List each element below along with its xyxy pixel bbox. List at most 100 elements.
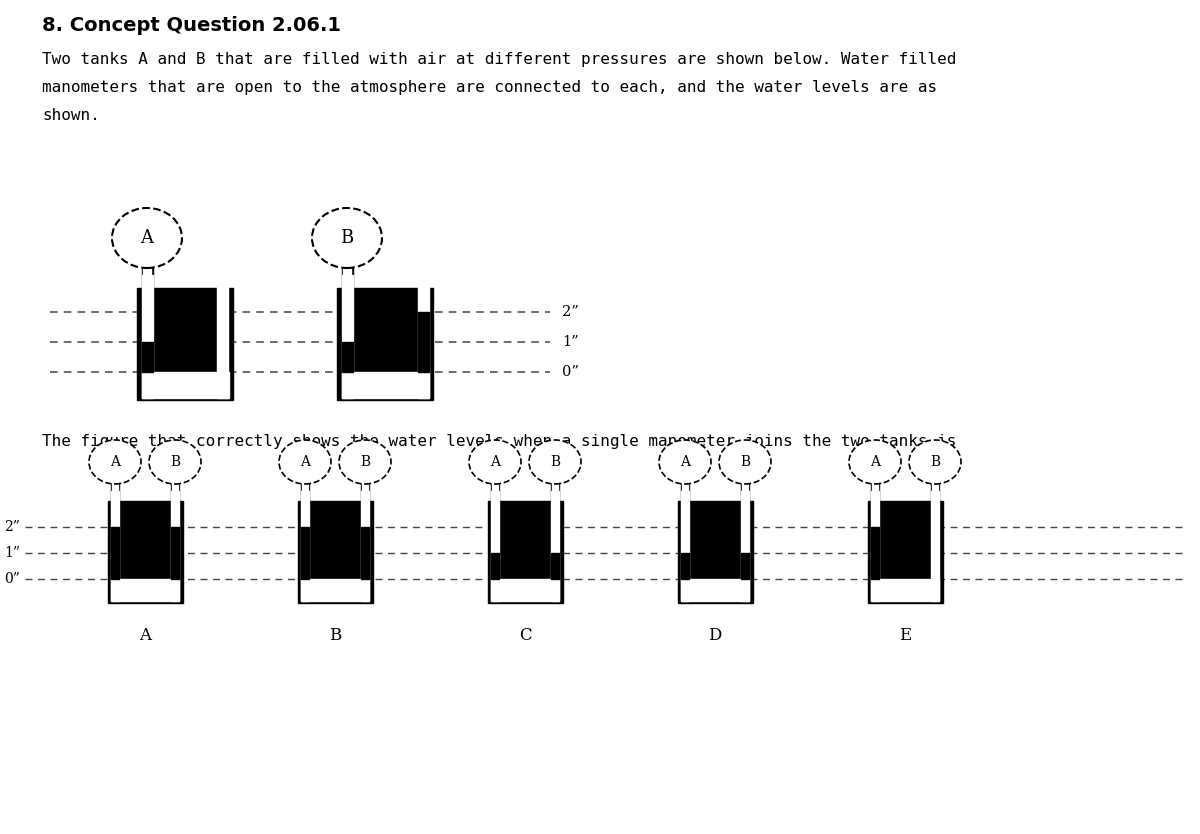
- Bar: [343, 263, 350, 288]
- Bar: [302, 481, 307, 501]
- Text: 2”: 2”: [4, 520, 20, 534]
- Bar: [142, 275, 152, 398]
- Bar: [142, 266, 152, 288]
- Bar: [342, 372, 428, 398]
- Text: 8. Concept Question 2.06.1: 8. Concept Question 2.06.1: [42, 16, 341, 35]
- Bar: [143, 263, 151, 288]
- Bar: [871, 579, 940, 601]
- Text: 1”: 1”: [4, 546, 20, 560]
- Text: A: A: [110, 455, 120, 469]
- Text: manometers that are open to the atmosphere are connected to each, and the water : manometers that are open to the atmosphe…: [42, 80, 937, 95]
- Bar: [871, 527, 880, 579]
- Bar: [743, 481, 748, 501]
- Bar: [551, 484, 559, 501]
- Text: B: B: [360, 455, 370, 469]
- Ellipse shape: [850, 440, 901, 484]
- Bar: [491, 484, 499, 501]
- Bar: [142, 342, 152, 372]
- Ellipse shape: [112, 208, 182, 268]
- Text: A: A: [490, 455, 500, 469]
- Text: B: B: [930, 455, 940, 469]
- Bar: [932, 481, 937, 501]
- Bar: [217, 275, 228, 398]
- Bar: [683, 481, 688, 501]
- Bar: [301, 484, 310, 501]
- Bar: [110, 527, 119, 579]
- Ellipse shape: [89, 440, 142, 484]
- Text: 0”: 0”: [562, 365, 578, 379]
- Bar: [551, 553, 559, 579]
- Bar: [491, 491, 499, 601]
- Bar: [298, 501, 372, 603]
- Ellipse shape: [312, 208, 382, 268]
- Bar: [113, 481, 118, 501]
- Bar: [361, 491, 370, 601]
- Text: A: A: [870, 455, 880, 469]
- Bar: [172, 484, 179, 501]
- Bar: [491, 579, 559, 601]
- Text: B: B: [341, 229, 354, 247]
- Bar: [418, 275, 428, 398]
- Bar: [551, 491, 559, 601]
- Ellipse shape: [149, 440, 202, 484]
- Bar: [361, 527, 370, 579]
- Bar: [682, 484, 689, 501]
- Text: C: C: [518, 627, 532, 644]
- Text: B: B: [329, 627, 341, 644]
- Bar: [173, 481, 178, 501]
- Text: B: B: [170, 455, 180, 469]
- Bar: [418, 312, 428, 372]
- Bar: [871, 484, 880, 501]
- Ellipse shape: [529, 440, 581, 484]
- Bar: [342, 342, 353, 372]
- Ellipse shape: [719, 440, 772, 484]
- Text: 2”: 2”: [562, 305, 578, 319]
- Bar: [342, 266, 353, 288]
- Bar: [301, 527, 310, 579]
- Bar: [108, 501, 182, 603]
- Bar: [552, 481, 558, 501]
- Bar: [872, 481, 877, 501]
- Text: A: A: [680, 455, 690, 469]
- Text: A: A: [139, 627, 151, 644]
- Bar: [931, 484, 940, 501]
- Ellipse shape: [659, 440, 710, 484]
- Bar: [170, 491, 179, 601]
- Ellipse shape: [469, 440, 521, 484]
- Text: The figure that correctly shows the water levels when a single manometer joins t: The figure that correctly shows the wate…: [42, 434, 956, 449]
- Bar: [931, 491, 940, 601]
- Text: 1”: 1”: [562, 335, 578, 349]
- Text: E: E: [899, 627, 911, 644]
- Bar: [680, 553, 689, 579]
- Text: Two tanks A and B that are filled with air at different pressures are shown belo: Two tanks A and B that are filled with a…: [42, 52, 956, 67]
- Bar: [110, 491, 119, 601]
- Bar: [337, 288, 433, 400]
- Text: A: A: [300, 455, 310, 469]
- Ellipse shape: [910, 440, 961, 484]
- Text: 0”: 0”: [4, 572, 20, 586]
- Bar: [361, 484, 370, 501]
- Bar: [137, 288, 233, 400]
- Bar: [680, 579, 749, 601]
- Ellipse shape: [278, 440, 331, 484]
- Bar: [362, 481, 367, 501]
- Bar: [487, 501, 563, 603]
- Bar: [301, 491, 310, 601]
- Bar: [170, 527, 179, 579]
- Text: shown.: shown.: [42, 108, 100, 123]
- Bar: [740, 491, 749, 601]
- Bar: [871, 491, 880, 601]
- Text: B: B: [740, 455, 750, 469]
- Bar: [492, 481, 498, 501]
- Bar: [742, 484, 749, 501]
- Bar: [110, 579, 179, 601]
- Bar: [142, 372, 228, 398]
- Bar: [342, 275, 353, 398]
- Bar: [491, 553, 499, 579]
- Bar: [110, 484, 119, 501]
- Text: B: B: [550, 455, 560, 469]
- Text: D: D: [708, 627, 721, 644]
- Bar: [868, 501, 942, 603]
- Bar: [678, 501, 752, 603]
- Bar: [680, 491, 689, 601]
